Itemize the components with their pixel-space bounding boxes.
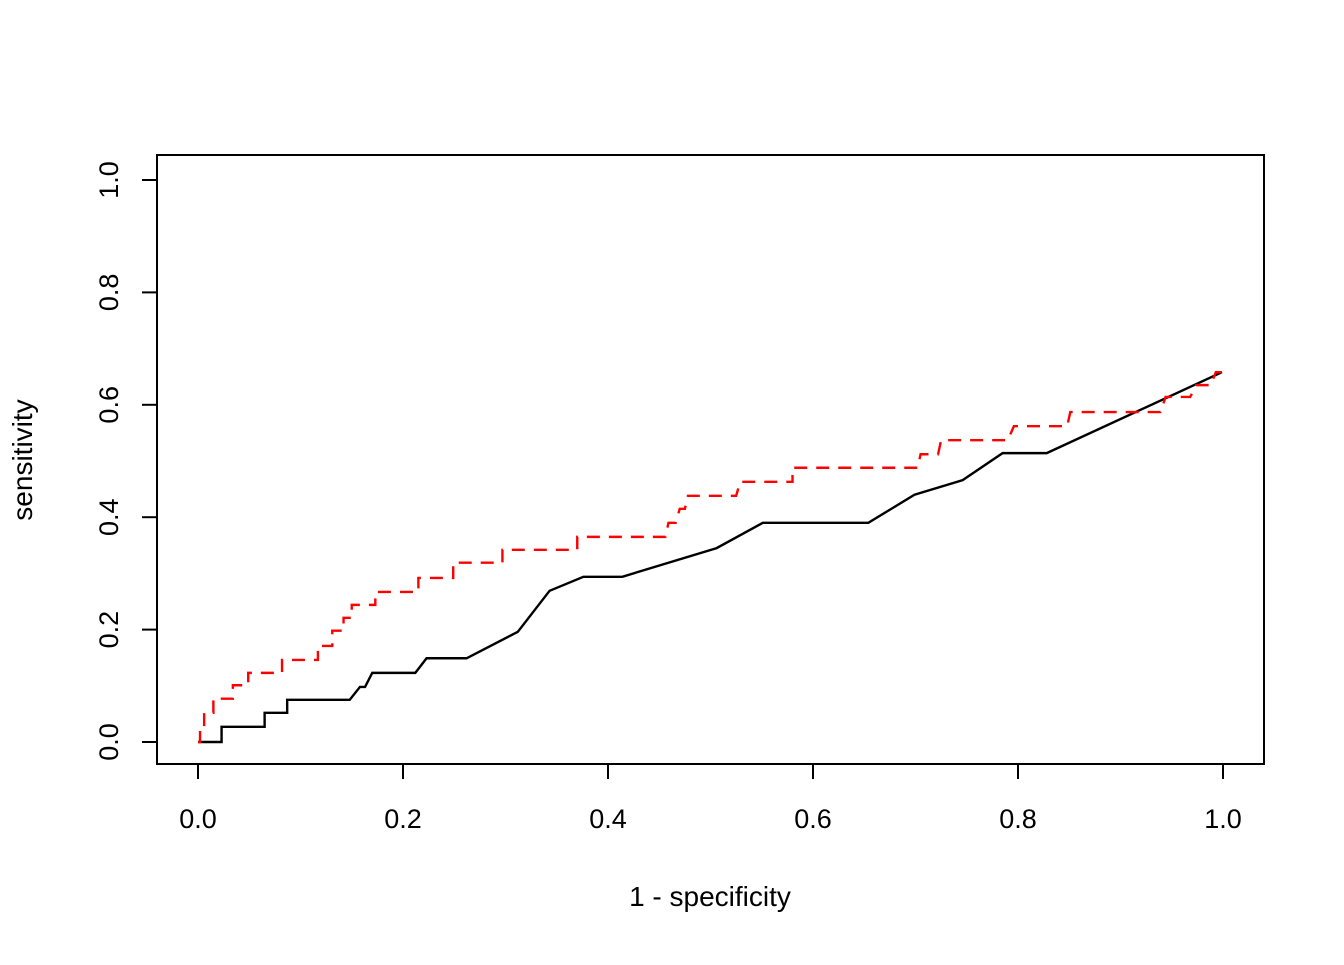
x-tick-label: 0.2 [384,804,422,834]
y-tick-label: 0.6 [94,386,124,424]
y-tick-label: 0.8 [94,274,124,312]
y-tick-label: 1.0 [94,161,124,199]
plot-border [156,154,1265,765]
y-tick-label: 0.4 [94,498,124,536]
y-tick-label: 0.0 [94,723,124,761]
x-axis-title: 1 - specificity [629,881,791,912]
y-axis-title: sensitivity [7,399,38,520]
roc-curve-solid-black [198,371,1223,744]
x-tick-label: 0.6 [794,804,832,834]
roc-curve-dashed-red [198,371,1223,744]
y-axis-ticks: 0.0 0.2 0.4 0.6 0.8 1.0 [94,161,157,761]
x-tick-label: 0.4 [589,804,627,834]
roc-series-group [198,371,1223,744]
x-tick-label: 0.8 [999,804,1037,834]
x-axis-ticks: 0.0 0.2 0.4 0.6 0.8 1.0 [179,764,1242,834]
x-tick-label: 1.0 [1204,804,1242,834]
y-tick-label: 0.2 [94,611,124,649]
x-tick-label: 0.0 [179,804,217,834]
